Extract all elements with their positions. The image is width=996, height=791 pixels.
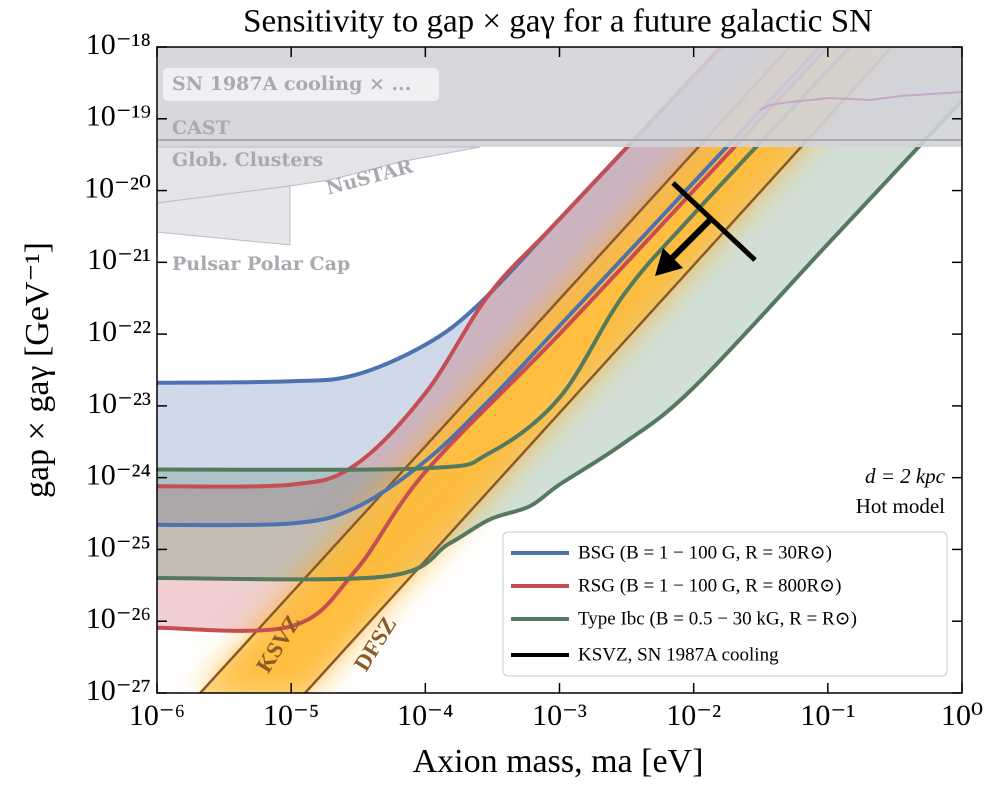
y-axis-label: gap × gaγ [GeV⁻¹] — [19, 242, 56, 498]
x-tick-label: 10⁻¹ — [800, 699, 855, 732]
lower-curve — [157, 47, 830, 633]
arrow-head — [655, 248, 683, 276]
plot-area — [157, 47, 962, 693]
y-tick-label: 10⁻²⁵ — [86, 530, 151, 563]
y-tick-label: 10⁻²² — [87, 315, 151, 348]
annotation: Hot model — [856, 494, 945, 518]
band-fill — [157, 47, 820, 526]
region-label: CAST — [172, 117, 230, 139]
region-label: Glob. Clusters — [172, 149, 323, 171]
lower-curve — [157, 99, 962, 582]
upper-curve — [157, 47, 723, 489]
legend-label: BSG (B = 1 − 100 G, R = 30R⊙) — [578, 542, 832, 563]
legend-label: KSVZ, SN 1987A cooling — [578, 644, 779, 665]
y-tick-label: 10⁻²¹ — [87, 243, 151, 276]
y-tick-label: 10⁻¹⁸ — [86, 28, 151, 61]
legend-label: RSG (B = 1 − 100 G, R = 800R⊙) — [578, 575, 841, 596]
nustar-line — [759, 91, 962, 111]
region-label: Pulsar Polar Cap — [172, 253, 350, 275]
upper-curve — [157, 47, 852, 472]
glob-clusters-region — [157, 146, 481, 204]
pulsar-region — [157, 185, 291, 246]
x-tick-label: 10⁰ — [941, 699, 983, 732]
x-tick-label: 10⁻⁶ — [129, 699, 185, 732]
y-tick-label: 10⁻²³ — [87, 387, 151, 420]
chart-title: Sensitivity to gap × gaγ for a future ga… — [243, 4, 873, 40]
y-tick-label: 10⁻²⁷ — [86, 674, 151, 707]
x-tick-label: 10⁻⁴ — [397, 699, 453, 732]
x-tick-label: 10⁻² — [666, 699, 721, 732]
label-box — [163, 68, 439, 101]
cooling-arrow — [655, 181, 757, 276]
annotation: d = 2 kpc — [865, 464, 946, 488]
x-axis-label: Axion mass, ma [eV] — [413, 743, 704, 780]
cooling-line — [671, 181, 757, 262]
legend: KSVZ, SN 1987A cooling BSG (B = 1 − 100 … — [502, 531, 948, 677]
reference-line — [304, 47, 893, 693]
lower-curve — [157, 47, 822, 528]
x-tick-label: 10⁻⁵ — [263, 699, 319, 732]
legend-label: Type Ibc (B = 0.5 − 30 kG, R = R⊙) — [578, 608, 857, 629]
qcd-band — [200, 47, 892, 693]
y-tick-label: 10⁻²⁰ — [84, 171, 151, 204]
reference-line — [199, 47, 791, 693]
x-tick-label: 10⁻³ — [532, 699, 587, 732]
excluded-regions: SN 1987A cooling × ... CAST Glob. Cluste… — [157, 47, 962, 275]
legend-box — [502, 531, 948, 677]
region-label: SN 1987A cooling × ... — [172, 73, 411, 95]
y-tick-label: 10⁻²⁴ — [86, 459, 151, 492]
y-tick-label: 10⁻²⁶ — [86, 602, 151, 635]
arrow-shaft — [667, 215, 715, 263]
y-tick-label: 10⁻¹⁹ — [86, 100, 151, 133]
